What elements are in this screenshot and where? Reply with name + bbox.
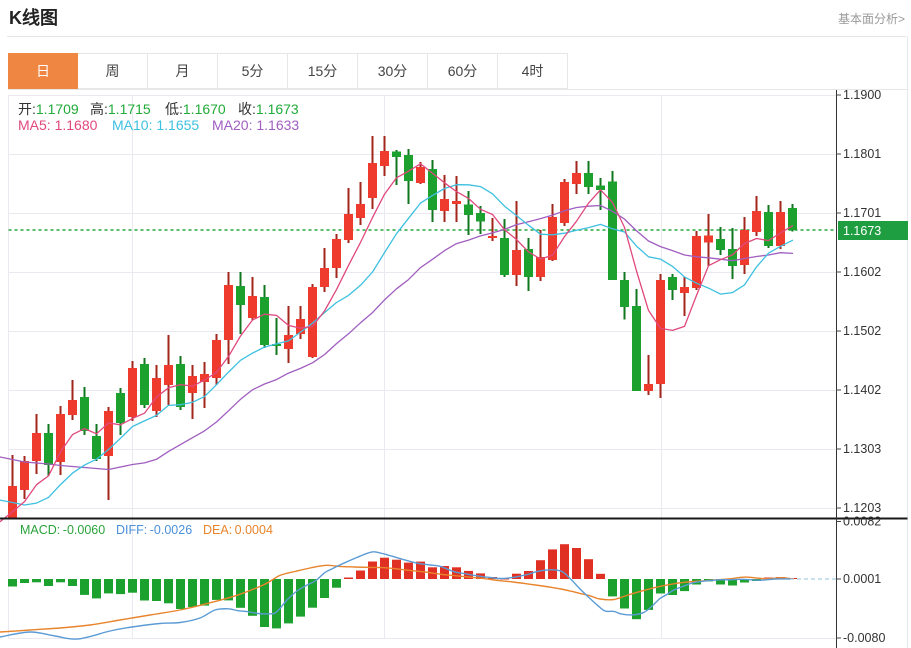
svg-text:1.1402: 1.1402 — [843, 383, 881, 397]
svg-text:1.1801: 1.1801 — [843, 147, 881, 161]
svg-text:-0.0080: -0.0080 — [843, 631, 885, 645]
svg-text:1.1502: 1.1502 — [843, 324, 881, 338]
svg-text:1.1602: 1.1602 — [843, 265, 881, 279]
svg-text:1.1303: 1.1303 — [843, 442, 881, 456]
svg-text:1.1203: 1.1203 — [843, 501, 881, 515]
svg-text:1.1701: 1.1701 — [843, 206, 881, 220]
svg-text:0.0082: 0.0082 — [843, 515, 881, 529]
svg-text:1.1673: 1.1673 — [843, 224, 881, 238]
svg-text:0.0001: 0.0001 — [843, 572, 881, 586]
svg-text:1.1900: 1.1900 — [843, 88, 881, 102]
